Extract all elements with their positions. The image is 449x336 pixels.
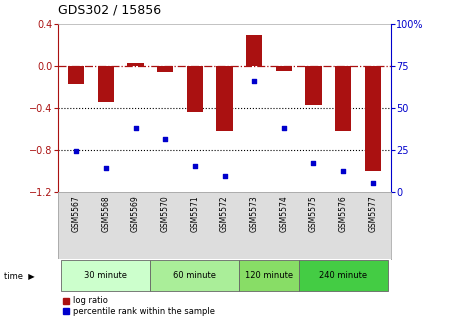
Text: 30 minute: 30 minute: [84, 271, 128, 280]
Point: [369, 180, 376, 186]
Text: GSM5577: GSM5577: [368, 195, 377, 232]
Text: GDS302 / 15856: GDS302 / 15856: [58, 4, 162, 17]
Text: GSM5572: GSM5572: [220, 195, 229, 232]
Point: [310, 160, 317, 166]
Point: [73, 149, 80, 154]
Text: 120 minute: 120 minute: [245, 271, 293, 280]
Bar: [150, 260, 239, 291]
Point: [102, 165, 110, 171]
Bar: [68, 66, 84, 84]
Bar: [246, 35, 262, 66]
Text: GSM5571: GSM5571: [190, 195, 199, 232]
Text: GSM5568: GSM5568: [101, 195, 110, 232]
Point: [162, 137, 169, 142]
Text: GSM5569: GSM5569: [131, 195, 140, 232]
Bar: [98, 66, 114, 102]
Bar: [305, 66, 321, 106]
Text: GSM5573: GSM5573: [250, 195, 259, 232]
Bar: [216, 66, 233, 131]
Bar: [239, 260, 299, 291]
Text: GSM5575: GSM5575: [309, 195, 318, 232]
Bar: [128, 64, 144, 66]
Text: GSM5574: GSM5574: [279, 195, 288, 232]
Bar: [187, 66, 203, 112]
Point: [132, 125, 139, 130]
Text: 240 minute: 240 minute: [319, 271, 367, 280]
Bar: [276, 66, 292, 71]
Bar: [62, 260, 150, 291]
Point: [251, 78, 258, 83]
Text: GSM5567: GSM5567: [72, 195, 81, 232]
Legend: log ratio, percentile rank within the sample: log ratio, percentile rank within the sa…: [62, 296, 215, 316]
Bar: [157, 66, 173, 72]
Text: time  ▶: time ▶: [4, 271, 35, 280]
Text: GSM5576: GSM5576: [339, 195, 348, 232]
Point: [280, 125, 287, 130]
Bar: [365, 66, 381, 170]
Text: 60 minute: 60 minute: [173, 271, 216, 280]
Point: [221, 174, 228, 179]
Bar: [299, 260, 387, 291]
Point: [339, 169, 347, 174]
Bar: [335, 66, 351, 131]
Text: GSM5570: GSM5570: [161, 195, 170, 232]
Point: [191, 164, 198, 169]
